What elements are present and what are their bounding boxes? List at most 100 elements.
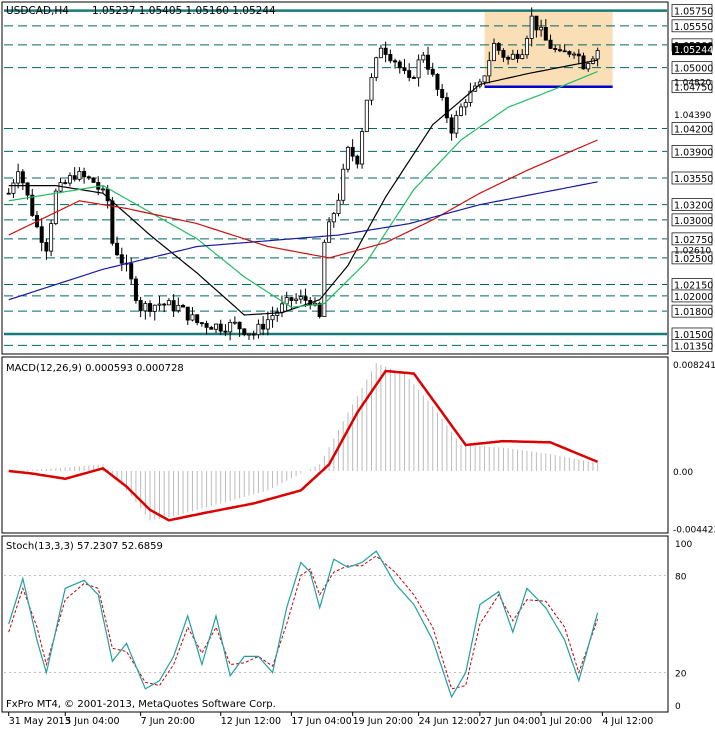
candle-body (242, 328, 247, 335)
candle-body (181, 304, 186, 308)
price-label-box (671, 4, 713, 17)
candle-body (327, 221, 332, 243)
price-label-box (671, 145, 713, 158)
time-label-24-Jun-12:00: 24 Jun 12:00 (419, 716, 479, 727)
time-label-5-Jun-04:00: 5 Jun 04:00 (65, 716, 119, 727)
candle-body (110, 200, 115, 244)
time-label-19-Jun-20:00: 19 Jun 20:00 (353, 716, 413, 727)
candle-body (572, 53, 577, 56)
macd-signal-line (8, 369, 599, 522)
candle-body (228, 322, 233, 333)
candle-body (82, 171, 87, 178)
candle-body (557, 49, 562, 52)
candle-body (562, 50, 567, 53)
candle-body (25, 182, 30, 196)
candle-body (148, 303, 153, 312)
price-panel-frame (1, 1, 669, 355)
candle-body (237, 321, 242, 330)
price-label-box (671, 122, 713, 135)
current-price-box (672, 43, 712, 56)
stoch-main-line (8, 550, 599, 699)
candle-body (251, 333, 256, 336)
candle-body (444, 97, 449, 119)
candle-body (331, 213, 336, 223)
candle-body (119, 254, 124, 264)
candle-body (232, 321, 237, 324)
moving-average-blue (8, 181, 598, 301)
candle-body (463, 102, 468, 108)
candle-body (496, 43, 501, 51)
candle-body (270, 315, 275, 321)
candle-body (279, 303, 284, 313)
candle-body (275, 311, 280, 316)
candle-body (322, 241, 327, 318)
candle-body (209, 326, 214, 330)
candle-body (39, 226, 44, 243)
copyright-text: FxPro MT4, © 2001-2013, MetaQuotes Softw… (6, 699, 276, 710)
macd-tick-0.008241: 0.008241 (673, 361, 715, 371)
candle-body (303, 296, 308, 301)
price-label-box (671, 232, 713, 246)
stoch-tick-80: 80 (675, 572, 687, 582)
candle-body (364, 99, 369, 132)
candle-body (91, 177, 96, 183)
stoch-panel-frame (1, 535, 669, 713)
time-label-31-May-2013: 31 May 2013 (9, 716, 71, 727)
candle-body (567, 51, 572, 55)
candle-body (350, 146, 355, 157)
candle-body (548, 39, 553, 49)
candle-body (515, 53, 520, 59)
candle-body (20, 171, 25, 184)
candle-body (459, 106, 464, 116)
candle-body (388, 54, 393, 62)
candle-body (501, 49, 506, 58)
price-label-box (671, 198, 713, 211)
candle-body (374, 57, 379, 78)
candle-body (246, 333, 251, 336)
candle-body (345, 146, 350, 170)
candle-body (487, 60, 492, 77)
candle-body (440, 89, 445, 98)
candle-body (426, 54, 431, 70)
scale-label-1.04820: 1.04820 (674, 78, 711, 88)
candle-body (482, 75, 487, 83)
candle-body (336, 199, 341, 214)
price-label-1.03000: 1.03000 (674, 216, 713, 227)
candle-body (378, 47, 383, 59)
price-label-1.05550: 1.05550 (674, 22, 713, 33)
candle-body (261, 323, 266, 330)
candle-body (77, 171, 82, 180)
candle-body (491, 43, 496, 62)
macd-tick-0.00: 0.00 (673, 468, 693, 478)
candle-body (185, 306, 190, 321)
moving-average-green (8, 70, 598, 308)
candle-body (204, 323, 209, 328)
candle-body (524, 38, 529, 56)
candle-body (11, 182, 16, 194)
candle-body (289, 297, 294, 301)
moving-average-red (8, 139, 598, 259)
time-label-27-Jun-04:00: 27 Jun 04:00 (480, 716, 540, 727)
candle-body (63, 182, 68, 184)
candle-body (402, 67, 407, 71)
candle-body (430, 68, 435, 75)
time-label-17-Jun-04:00: 17 Jun 04:00 (291, 716, 351, 727)
candle-body (543, 27, 548, 41)
stoch-title: Stoch(13,3,3) 57.2307 52.6859 (6, 541, 163, 552)
candle-body (369, 77, 374, 101)
candle-body (317, 302, 322, 318)
candle-body (44, 242, 49, 252)
candle-body (397, 61, 402, 69)
candle-body (355, 155, 360, 165)
stoch-signal-line (8, 555, 599, 690)
candle-body (143, 303, 148, 312)
time-label-7-Jun-20:00: 7 Jun 20:00 (141, 716, 195, 727)
candle-body (199, 322, 204, 325)
macd-panel-frame (1, 356, 669, 534)
candle-body (510, 53, 515, 60)
scale-label-1.04390: 1.04390 (674, 111, 711, 121)
price-label-1.02750: 1.02750 (674, 235, 713, 246)
